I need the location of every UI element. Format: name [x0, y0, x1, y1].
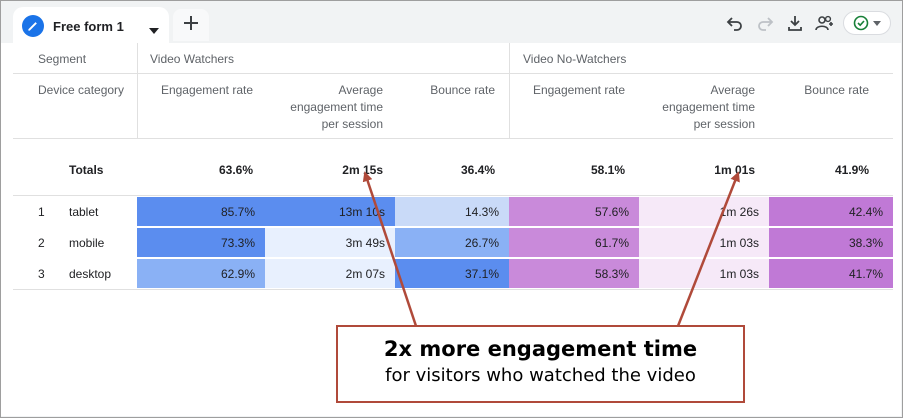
- total-value: 58.1%: [590, 163, 625, 177]
- metric-label-line: engagement time: [662, 100, 755, 114]
- tab-bar: Free form 1: [1, 1, 901, 45]
- segment-label: Segment: [38, 52, 87, 66]
- callout-subtext: for visitors who watched the video: [385, 365, 696, 386]
- chevron-down-icon: [873, 20, 881, 26]
- data-cell: 42.4%: [769, 197, 893, 227]
- metric-label-line: per session: [693, 117, 755, 131]
- toolbar: [721, 9, 891, 37]
- metric-label: Engagement rate: [532, 83, 625, 97]
- totals-label: Totals: [69, 163, 104, 177]
- data-cell: 14.3%: [395, 197, 509, 227]
- data-cell: 73.3%: [137, 228, 265, 258]
- share-users-icon: [815, 15, 833, 31]
- metric-header-engagement-rate[interactable]: Engagement rate: [141, 82, 253, 99]
- header-divider: [13, 138, 893, 139]
- undo-button[interactable]: [721, 9, 749, 37]
- metric-label: Bounce rate: [430, 83, 495, 97]
- data-cell: 58.3%: [509, 259, 639, 289]
- metric-label: Engagement rate: [160, 83, 253, 97]
- redo-button[interactable]: [751, 9, 779, 37]
- header-divider: [13, 73, 893, 74]
- metric-header-bounce-rate[interactable]: Bounce rate: [769, 82, 869, 99]
- metric-label-line: Average: [710, 83, 755, 97]
- data-cell: 41.7%: [769, 259, 893, 289]
- undo-icon: [726, 17, 742, 31]
- data-cell: 3m 49s: [265, 228, 395, 258]
- pencil-icon: [22, 15, 44, 37]
- add-tab-button[interactable]: [173, 9, 209, 41]
- totals-divider: [13, 195, 893, 196]
- data-cell: 85.7%: [137, 197, 265, 227]
- total-value: 63.6%: [218, 163, 253, 177]
- callout-headline: 2x more engagement time: [383, 337, 698, 361]
- row-index: 3: [38, 267, 45, 281]
- metric-label: Bounce rate: [804, 83, 869, 97]
- metric-label-line: per session: [321, 117, 383, 131]
- data-cell: 1m 26s: [639, 197, 769, 227]
- data-cell: 1m 03s: [639, 259, 769, 289]
- metric-label-line: engagement time: [290, 100, 383, 114]
- chevron-down-icon[interactable]: [149, 21, 159, 39]
- data-cell: 26.7%: [395, 228, 509, 258]
- table-bottom-divider: [13, 289, 893, 290]
- row-label: mobile: [69, 236, 105, 250]
- column-divider: [137, 43, 138, 138]
- data-cell: 57.6%: [509, 197, 639, 227]
- data-cell: 37.1%: [395, 259, 509, 289]
- callout-box: 2x more engagement time for visitors who…: [336, 325, 745, 403]
- redo-icon: [758, 17, 774, 31]
- total-value: 36.4%: [460, 163, 495, 177]
- metric-header-bounce-rate[interactable]: Bounce rate: [395, 82, 495, 99]
- total-value: 2m 15s: [342, 163, 383, 177]
- segment-header-video-watchers[interactable]: Video Watchers: [150, 52, 235, 66]
- download-icon: [788, 16, 802, 31]
- segment-header-video-no-watchers[interactable]: Video No-Watchers: [523, 52, 627, 66]
- tab-label: Free form 1: [53, 18, 124, 34]
- total-value: 41.9%: [834, 163, 869, 177]
- share-button[interactable]: [811, 9, 839, 37]
- data-cell: 1m 03s: [639, 228, 769, 258]
- download-button[interactable]: [781, 9, 809, 37]
- data-cell: 2m 07s: [265, 259, 395, 289]
- row-label: tablet: [69, 205, 99, 219]
- dimension-header[interactable]: Device category: [38, 83, 125, 97]
- data-cell: 62.9%: [137, 259, 265, 289]
- plus-icon: [183, 15, 199, 36]
- column-divider: [509, 43, 510, 138]
- check-circle-icon: [853, 15, 869, 31]
- tab-free-form-1[interactable]: Free form 1: [13, 7, 169, 45]
- data-cell: 13m 10s: [265, 197, 395, 227]
- row-label: desktop: [69, 267, 112, 281]
- data-cell: 38.3%: [769, 228, 893, 258]
- metric-header-avg-engagement-time[interactable]: Average engagement time per session: [637, 82, 755, 133]
- row-index: 1: [38, 205, 45, 219]
- metric-header-engagement-rate[interactable]: Engagement rate: [513, 82, 625, 99]
- status-button[interactable]: [843, 11, 891, 35]
- row-index: 2: [38, 236, 45, 250]
- data-cell: 61.7%: [509, 228, 639, 258]
- total-value: 1m 01s: [714, 163, 755, 177]
- metric-header-avg-engagement-time[interactable]: Average engagement time per session: [263, 82, 383, 133]
- metric-label-line: Average: [338, 83, 383, 97]
